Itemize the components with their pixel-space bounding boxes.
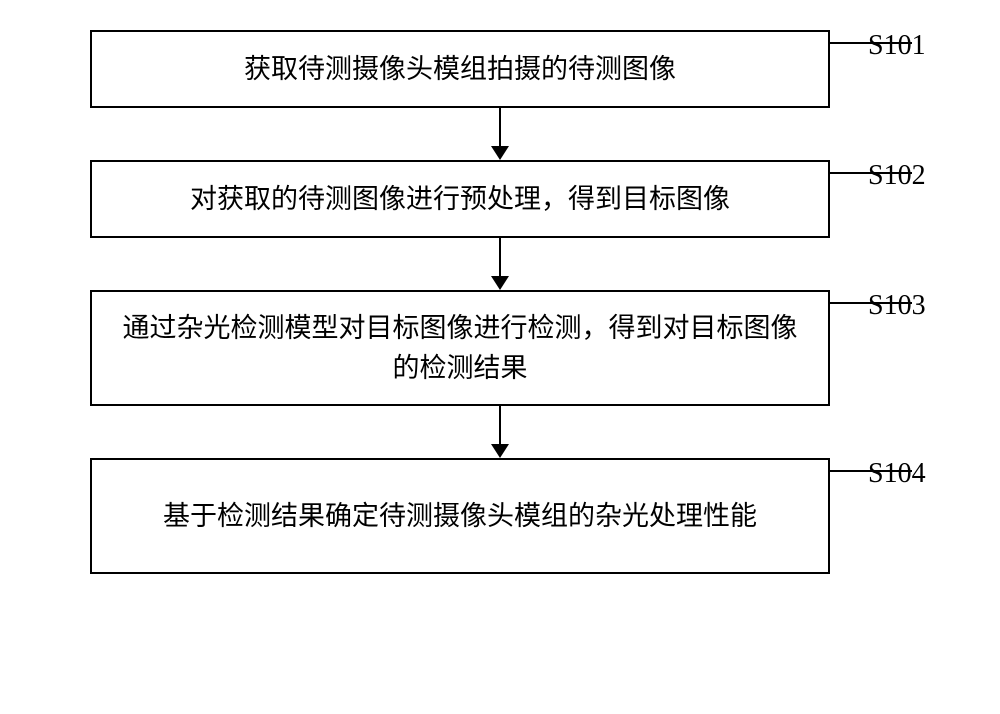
arrow-head-2: [491, 276, 509, 290]
step-text-1: 获取待测摄像头模组拍摄的待测图像: [244, 49, 676, 90]
arrow-1: [491, 108, 509, 160]
step-row-3: 通过杂光检测模型对目标图像进行检测，得到对目标图像的检测结果 S103: [30, 290, 970, 406]
arrow-line-3: [499, 406, 501, 444]
step-text-2: 对获取的待测图像进行预处理，得到目标图像: [190, 179, 730, 220]
step-text-4: 基于检测结果确定待测摄像头模组的杂光处理性能: [163, 496, 757, 537]
step-label-1: S101: [868, 30, 926, 62]
step-box-2: 对获取的待测图像进行预处理，得到目标图像: [90, 160, 830, 238]
flowchart-container: 获取待测摄像头模组拍摄的待测图像 S101 对获取的待测图像进行预处理，得到目标…: [30, 30, 970, 574]
step-label-2: S102: [868, 160, 926, 192]
arrow-3: [491, 406, 509, 458]
arrow-2: [491, 238, 509, 290]
arrow-head-3: [491, 444, 509, 458]
arrow-head-1: [491, 146, 509, 160]
arrow-line-1: [499, 108, 501, 146]
step-box-4: 基于检测结果确定待测摄像头模组的杂光处理性能: [90, 458, 830, 574]
step-row-1: 获取待测摄像头模组拍摄的待测图像 S101: [30, 30, 970, 108]
step-box-3: 通过杂光检测模型对目标图像进行检测，得到对目标图像的检测结果: [90, 290, 830, 406]
step-label-4: S104: [868, 458, 926, 490]
step-row-4: 基于检测结果确定待测摄像头模组的杂光处理性能 S104: [30, 458, 970, 574]
step-box-1: 获取待测摄像头模组拍摄的待测图像: [90, 30, 830, 108]
step-text-3: 通过杂光检测模型对目标图像进行检测，得到对目标图像的检测结果: [112, 308, 808, 389]
step-row-2: 对获取的待测图像进行预处理，得到目标图像 S102: [30, 160, 970, 238]
arrow-line-2: [499, 238, 501, 276]
step-label-3: S103: [868, 290, 926, 322]
